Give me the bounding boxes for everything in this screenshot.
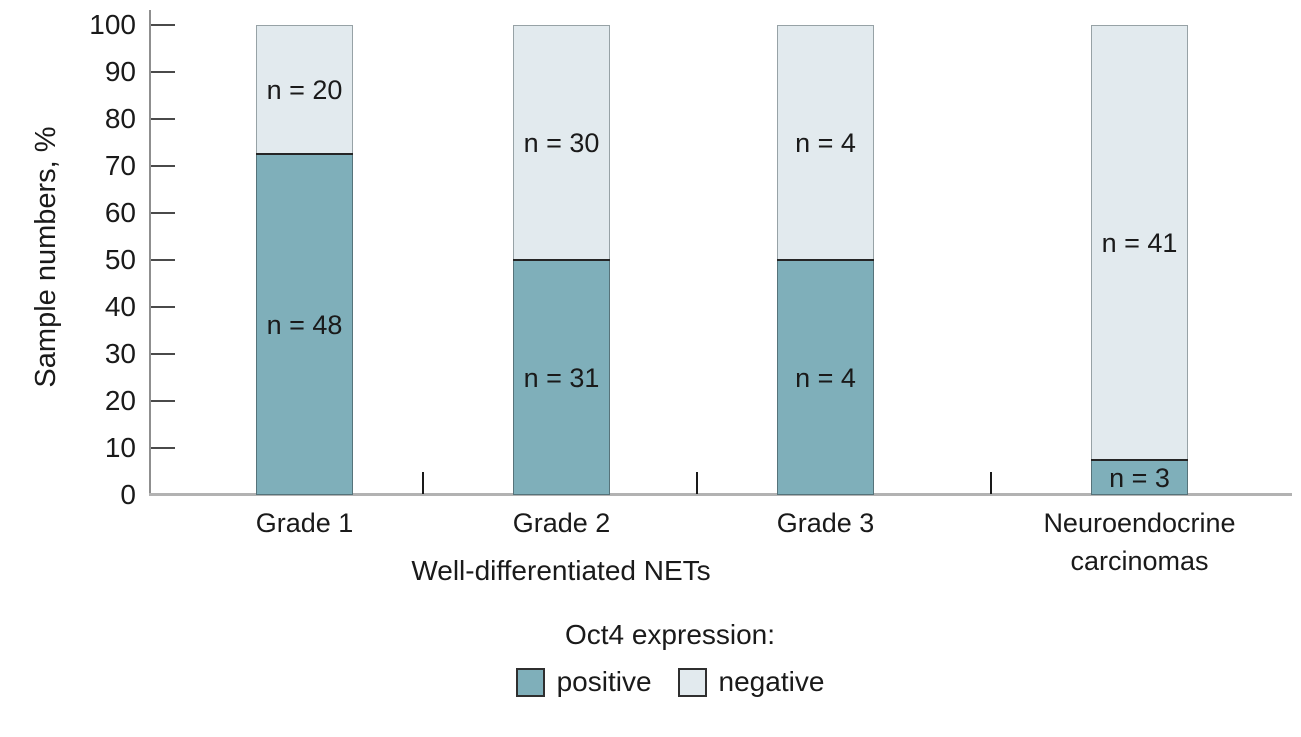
y-tick-mark: [151, 447, 175, 449]
bar-segment-negative: [1091, 25, 1188, 460]
legend-swatch-positive: [515, 667, 545, 697]
y-tick-mark: [151, 400, 175, 402]
bar-segment-positive: [777, 260, 874, 495]
category-label: Grade 1: [255, 508, 354, 538]
legend-item-negative: negative: [677, 664, 825, 700]
bar-segment-positive: [256, 154, 353, 495]
y-tick-label: 50: [104, 244, 136, 275]
segment-count-label: n = 4: [795, 128, 856, 158]
y-tick-label: 80: [104, 103, 136, 134]
segment-count-label: n = 4: [795, 363, 856, 393]
bar-segment-positive: [513, 260, 610, 495]
x-axis-line: [149, 493, 1292, 496]
legend-label: negative: [718, 666, 825, 697]
x-axis-tick: [696, 472, 698, 494]
x-axis-tick: [422, 472, 424, 494]
y-tick-label: 100: [89, 9, 136, 40]
category-label: Neuroendocrine carcinomas: [1043, 508, 1236, 576]
segment-count-label: n = 48: [266, 310, 343, 340]
bar-segment-negative: [256, 25, 353, 154]
bar-split-line: [777, 259, 874, 261]
bar-segment-negative: [513, 25, 610, 260]
y-tick-mark: [151, 353, 175, 355]
y-tick-mark: [151, 165, 175, 167]
bar-split-line: [1091, 459, 1188, 461]
y-tick-label: 10: [104, 432, 136, 463]
legend: positive negative: [340, 664, 1000, 700]
y-tick-label: 20: [104, 385, 136, 416]
y-tick-label: 90: [104, 56, 136, 87]
bar-split-line: [256, 153, 353, 155]
y-tick-label: 30: [104, 338, 136, 369]
x-axis-tick: [990, 472, 992, 494]
segment-count-label: n = 41: [1101, 228, 1178, 258]
y-axis-line: [149, 10, 151, 496]
legend-title: Oct4 expression:: [564, 619, 776, 650]
y-tick-mark: [151, 118, 175, 120]
category-label: Grade 2: [512, 508, 611, 538]
y-tick-mark: [151, 71, 175, 73]
x-axis-group-label: Well-differentiated NETs: [411, 555, 711, 586]
legend-item-positive: positive: [515, 664, 652, 700]
y-tick-label: 0: [120, 479, 136, 510]
y-tick-mark: [151, 24, 175, 26]
bar-split-line: [513, 259, 610, 261]
segment-count-label: n = 30: [523, 128, 600, 158]
y-tick-mark: [151, 259, 175, 261]
y-tick-mark: [151, 306, 175, 308]
legend-label: positive: [556, 666, 652, 697]
y-tick-label: 70: [104, 150, 136, 181]
segment-count-label: n = 31: [523, 363, 600, 393]
y-tick-mark: [151, 212, 175, 214]
segment-count-label: n = 3: [1109, 463, 1170, 493]
y-tick-label: 60: [104, 197, 136, 228]
y-tick-label: 40: [104, 291, 136, 322]
legend-swatch-negative: [677, 667, 707, 697]
category-label: Grade 3: [776, 508, 875, 538]
segment-count-label: n = 20: [266, 75, 343, 105]
